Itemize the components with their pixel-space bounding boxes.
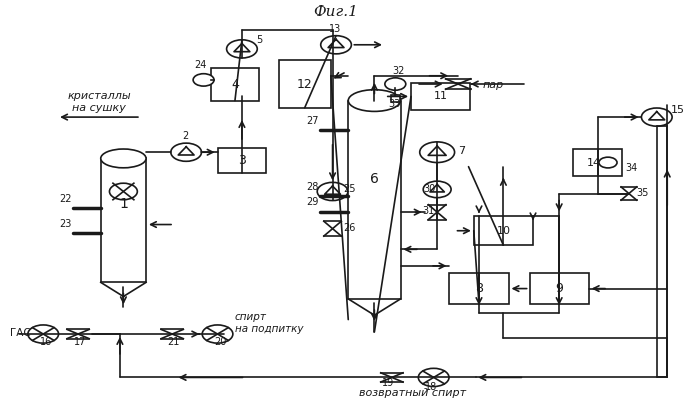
Text: 8: 8 [475,282,483,295]
Text: 4: 4 [231,77,239,91]
Text: 9: 9 [555,282,563,295]
Circle shape [317,182,348,201]
Text: 19: 19 [382,378,394,388]
Text: 22: 22 [59,194,71,204]
Bar [211,67,260,101]
Text: 13: 13 [329,24,342,34]
Text: 26: 26 [343,223,356,233]
Circle shape [171,143,202,161]
Ellipse shape [349,90,400,111]
Bar [411,83,470,110]
Text: 12: 12 [297,77,313,91]
Bar [449,273,509,304]
Text: 1: 1 [119,197,128,211]
Text: 16: 16 [40,337,52,347]
Text: 2: 2 [183,131,189,141]
Bar [349,101,400,299]
Text: 15: 15 [671,105,685,115]
Text: 7: 7 [458,146,466,156]
Text: 34: 34 [625,163,638,173]
Text: 30: 30 [424,184,435,194]
Text: 5: 5 [256,35,262,45]
Bar [279,60,331,108]
Text: 14: 14 [587,158,601,168]
Circle shape [385,78,406,90]
Text: 18: 18 [426,382,438,392]
Circle shape [321,36,351,54]
Text: 29: 29 [307,198,319,208]
Circle shape [109,183,137,200]
Circle shape [424,181,451,198]
Text: 10: 10 [496,226,510,236]
Text: Фиг.1: Фиг.1 [314,5,358,19]
Text: кристаллы
на сушку: кристаллы на сушку [67,91,131,113]
Circle shape [28,325,59,343]
Text: 17: 17 [74,337,86,347]
Text: 35: 35 [636,188,648,198]
Text: 23: 23 [59,218,71,229]
Text: ГАС: ГАС [10,328,32,338]
Text: 6: 6 [370,172,379,186]
Text: 33: 33 [389,99,400,109]
Circle shape [599,157,617,168]
Text: спирт
на подпитку: спирт на подпитку [235,312,304,334]
Circle shape [193,74,214,86]
Bar [474,216,533,245]
Text: 11: 11 [433,92,447,102]
Bar [218,148,266,173]
Circle shape [419,368,449,386]
Bar [391,95,400,102]
Circle shape [641,108,672,126]
Text: 3: 3 [238,154,246,167]
Ellipse shape [101,149,146,168]
Text: 28: 28 [307,181,319,192]
Text: пар: пар [482,80,504,90]
Circle shape [420,142,454,163]
Text: 24: 24 [195,60,207,70]
Bar [573,149,622,176]
Circle shape [227,40,258,58]
Text: 25: 25 [343,184,356,194]
Bar [101,158,146,282]
Text: 21: 21 [167,337,180,347]
Text: 31: 31 [422,206,434,216]
Bar [529,273,589,304]
Text: 32: 32 [392,66,404,76]
Text: 20: 20 [214,337,226,347]
Circle shape [202,325,233,343]
Text: возвратный спирт: возвратный спирт [359,388,466,398]
Text: 27: 27 [307,116,319,126]
